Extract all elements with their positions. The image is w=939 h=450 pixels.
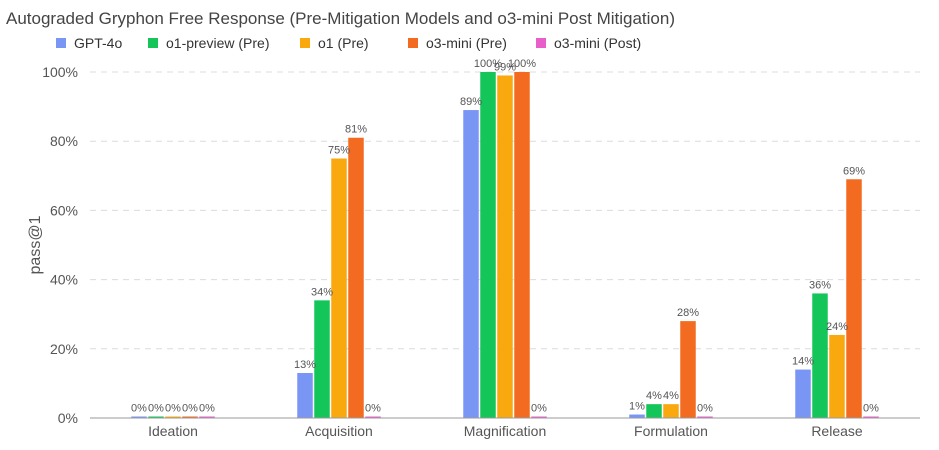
y-axis-label: pass@1 — [27, 215, 44, 274]
data-label: 69% — [843, 165, 865, 177]
y-tick-label: 20% — [50, 341, 78, 357]
bar — [314, 300, 330, 418]
data-labels: 0% 0% 0% 0% 0%13%34%75%81%0%89%100%99%100%0%… — [131, 58, 879, 415]
data-label: 1% — [629, 401, 645, 413]
data-label: 0% — [863, 403, 879, 415]
data-label: 0% — [199, 403, 215, 415]
bar — [480, 72, 496, 418]
bar — [514, 72, 530, 418]
data-label: 0% — [165, 403, 181, 415]
data-label: 34% — [311, 286, 333, 298]
bar — [463, 110, 479, 418]
bar — [182, 416, 198, 418]
bar — [680, 321, 696, 418]
x-tick-label: Acquisition — [305, 423, 373, 439]
data-label: 24% — [826, 321, 848, 333]
data-label: 0% — [148, 403, 164, 415]
y-tick-label: 100% — [42, 64, 78, 80]
data-label: 99% — [494, 61, 516, 73]
data-label: 0% — [131, 403, 147, 415]
x-axis-ticks: Ideation Acquisition Magnification Formulat… — [148, 423, 863, 439]
data-label: 13% — [294, 359, 316, 371]
data-label: 4% — [646, 390, 662, 402]
legend-swatch — [536, 38, 546, 48]
bar — [165, 416, 181, 418]
bars — [131, 72, 879, 419]
legend-label: o1-preview (Pre) — [166, 35, 269, 51]
legend-label: o1 (Pre) — [318, 35, 369, 51]
data-label: 28% — [677, 307, 699, 319]
y-tick-label: 80% — [50, 133, 78, 149]
bar — [663, 404, 679, 418]
data-label: 0% — [365, 403, 381, 415]
y-axis-ticks: 0% 20% 40% 60% 80% 100% — [42, 64, 78, 426]
x-tick-label: Release — [811, 423, 863, 439]
bar — [795, 369, 811, 418]
x-tick-label: Formulation — [634, 423, 708, 439]
bar — [629, 414, 645, 418]
legend-swatch — [408, 38, 418, 48]
data-label: 0% — [531, 403, 547, 415]
bar — [846, 179, 862, 418]
bar — [646, 404, 662, 418]
bar — [812, 293, 828, 418]
bar — [199, 416, 215, 418]
bar — [863, 416, 879, 418]
bar — [148, 416, 164, 418]
bar — [697, 416, 713, 418]
data-label: 100% — [474, 58, 502, 70]
legend-swatch — [56, 38, 66, 48]
bar — [531, 416, 547, 418]
y-tick-label: 0% — [58, 410, 78, 426]
legend-label: o3-mini (Post) — [554, 35, 641, 51]
y-tick-label: 60% — [50, 202, 78, 218]
legend-label: GPT-4o — [74, 35, 122, 51]
data-label: 75% — [328, 145, 350, 157]
data-label: 14% — [792, 356, 814, 368]
x-tick-label: Magnification — [464, 423, 547, 439]
bar — [829, 334, 845, 418]
legend-label: o3-mini (Pre) — [426, 35, 507, 51]
data-label: 100% — [508, 58, 536, 70]
bar — [297, 373, 313, 418]
data-label: 0% — [182, 403, 198, 415]
bar — [365, 416, 381, 418]
y-tick-label: 40% — [50, 272, 78, 288]
legend: GPT-4o o1-preview (Pre) o1 (Pre) o3-mini (P… — [56, 35, 641, 51]
legend-swatch — [300, 38, 310, 48]
chart-title: Autograded Gryphon Free Response (Pre-Mi… — [6, 9, 675, 28]
data-label: 89% — [460, 96, 482, 108]
bar — [497, 75, 513, 419]
bar — [131, 416, 147, 418]
x-tick-label: Ideation — [148, 423, 198, 439]
legend-swatch — [148, 38, 158, 48]
data-label: 0% — [697, 403, 713, 415]
bar — [348, 137, 364, 419]
data-label: 4% — [663, 390, 679, 402]
data-label: 81% — [345, 124, 367, 136]
bar — [331, 158, 347, 418]
data-label: 36% — [809, 279, 831, 291]
